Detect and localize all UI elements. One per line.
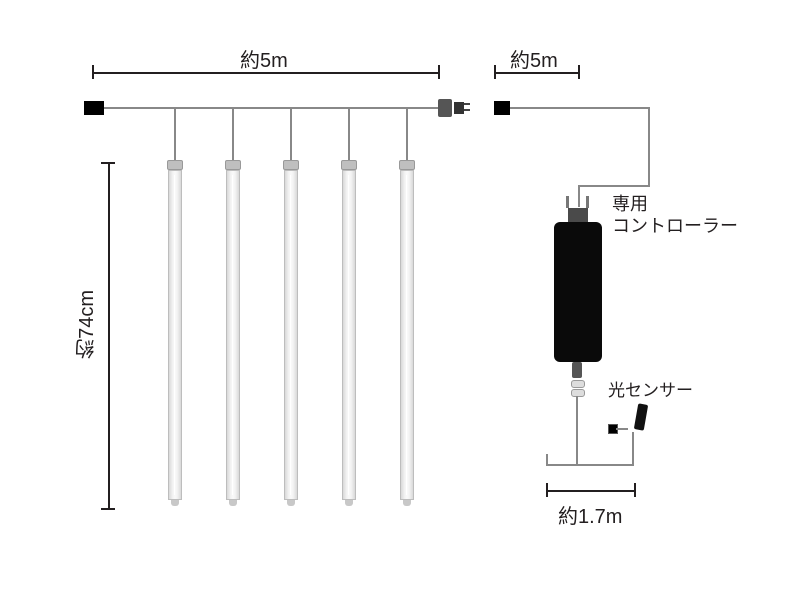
light-sensor	[634, 403, 648, 430]
cable-into-controller	[578, 185, 580, 207]
tube-tip-4	[345, 500, 353, 506]
tube-cap-1	[167, 160, 183, 170]
dim-cable-cap-l	[546, 483, 548, 497]
dim-tube-cap-top	[101, 162, 115, 164]
led-tube-3	[284, 170, 298, 500]
dim-top-main-cap-r	[438, 65, 440, 79]
cable-right-back	[578, 185, 650, 187]
led-tube-5	[400, 170, 414, 500]
tube-tip-3	[287, 500, 295, 506]
dim-top-right-label: 約5m	[510, 44, 558, 73]
wire-ctrl-bottom-left	[546, 464, 578, 466]
wire-to-sensor-h	[578, 464, 634, 466]
led-tube-4	[342, 170, 356, 500]
cable-right-connector-b	[454, 102, 464, 114]
dim-cable-cap-r	[634, 483, 636, 497]
tube-tip-2	[229, 500, 237, 506]
controller-pin-1	[566, 196, 569, 208]
dim-cable-label: 約1.7m	[558, 500, 622, 529]
dim-top-main-label: 約5m	[240, 44, 288, 73]
cable-main	[104, 107, 438, 109]
drop-wire-5	[406, 108, 408, 162]
drop-wire-4	[348, 108, 350, 162]
controller-ring-1	[571, 380, 585, 388]
dim-tube-line	[108, 162, 110, 510]
dim-top-right-cap-l	[494, 65, 496, 79]
tube-cap-5	[399, 160, 415, 170]
wire-to-sensor-v	[632, 432, 634, 466]
tube-cap-4	[341, 160, 357, 170]
led-tube-2	[226, 170, 240, 500]
led-tube-1	[168, 170, 182, 500]
controller-jack	[572, 362, 582, 378]
wire-ctrl-bottom-left-up	[546, 454, 548, 466]
cable-right-entry	[494, 101, 510, 115]
sensor-label: 光センサー	[608, 376, 693, 401]
tube-tip-5	[403, 500, 411, 506]
cable-right-connector-a	[438, 99, 452, 117]
controller-body	[554, 222, 602, 362]
tube-cap-2	[225, 160, 241, 170]
sensor-lead	[616, 428, 628, 430]
diagram-stage: 約5m 約5m 約74cm	[0, 0, 800, 600]
dim-top-main-cap-l	[92, 65, 94, 79]
wire-ctrl-down-main	[576, 396, 578, 466]
cable-right-prong-2	[464, 109, 470, 111]
cable-left-endbox	[84, 101, 104, 115]
cable-right-prong-1	[464, 103, 470, 105]
drop-wire-3	[290, 108, 292, 162]
dim-tube-cap-bot	[101, 508, 115, 510]
drop-wire-1	[174, 108, 176, 162]
cable-right-horiz	[510, 107, 650, 109]
tube-cap-3	[283, 160, 299, 170]
dim-cable-line	[546, 490, 636, 492]
controller-label-2: コントローラー	[612, 212, 738, 238]
controller-ring-2	[571, 389, 585, 397]
controller-pin-2	[586, 196, 589, 208]
controller-plug	[568, 208, 588, 222]
tube-tip-1	[171, 500, 179, 506]
dim-tube-label: 約74cm	[72, 290, 101, 359]
drop-wire-2	[232, 108, 234, 162]
dim-top-right-cap-r	[578, 65, 580, 79]
cable-right-down	[648, 107, 650, 187]
